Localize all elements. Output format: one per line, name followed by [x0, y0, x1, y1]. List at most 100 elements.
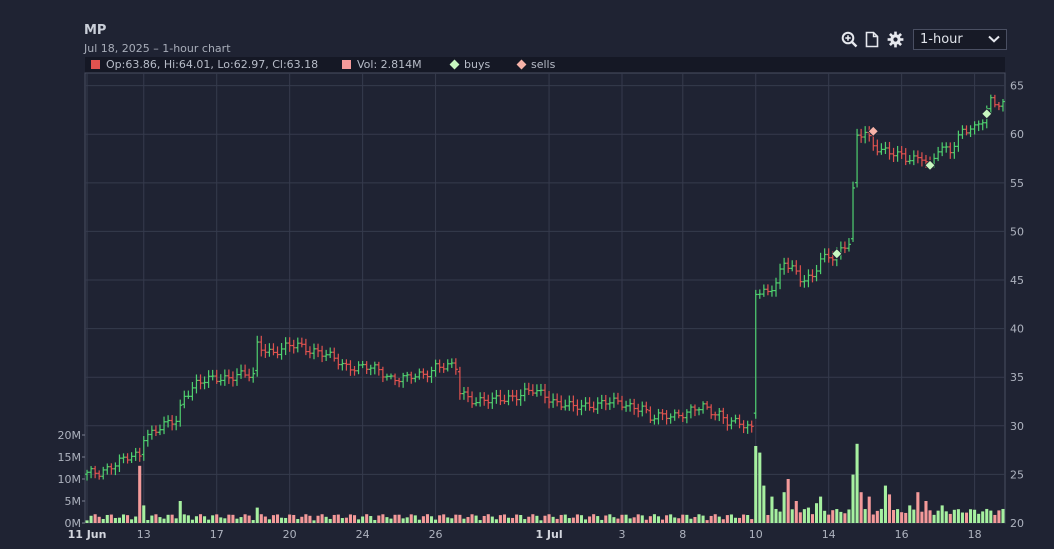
legend-sells[interactable]: sells	[516, 58, 555, 71]
volume-bar	[515, 514, 519, 523]
volume-bar	[908, 505, 912, 523]
volume-bar	[981, 511, 985, 523]
volume-bar	[936, 510, 940, 523]
volume-bar	[247, 515, 251, 523]
volume-bar	[519, 514, 523, 523]
volume-bar	[190, 519, 194, 523]
volume-bar	[409, 514, 413, 523]
volume-bar	[762, 485, 766, 523]
volume-bar	[328, 518, 332, 523]
volume-bar	[219, 517, 223, 523]
volume-bar	[470, 514, 474, 523]
volume-bar	[506, 517, 511, 523]
volume-bar	[101, 518, 105, 523]
price-tick-label: 65	[1010, 80, 1024, 93]
volume-bar	[369, 516, 373, 523]
volume-bar	[450, 518, 454, 523]
legend-buys[interactable]: buys	[449, 58, 490, 71]
page-title: MP	[84, 23, 107, 38]
volume-bar	[389, 518, 393, 523]
volume-bar	[600, 519, 604, 523]
volume-bar	[948, 513, 952, 523]
time-tick-label: 26	[429, 528, 443, 541]
price-tick-label: 50	[1010, 225, 1024, 238]
volume-bar	[150, 515, 154, 523]
volume-bar	[211, 515, 215, 523]
volume-bar	[563, 514, 567, 523]
volume-bar	[259, 514, 263, 523]
volume-bar	[109, 514, 113, 523]
volume-bar	[713, 514, 717, 523]
volume-bar	[892, 509, 896, 523]
legend-ohlc-text: Op:63.86, Hi:64.01, Lo:62.97, Cl:63.18	[106, 58, 319, 71]
volume-bar	[401, 518, 405, 523]
volume-bar	[502, 514, 507, 523]
volume-bar	[746, 515, 750, 523]
volume-bar	[681, 514, 685, 523]
volume-bar	[478, 520, 482, 523]
volume-bar	[194, 516, 198, 523]
volume-swatch	[342, 60, 351, 69]
volume-bar	[596, 516, 600, 523]
time-tick-label: 13	[137, 528, 151, 541]
volume-bar	[373, 519, 377, 523]
volume-bar	[916, 492, 920, 523]
volume-bar	[531, 514, 535, 523]
volume-bar	[308, 515, 312, 523]
volume-bar	[794, 501, 798, 523]
volume-bar	[348, 514, 353, 523]
volume-bar	[879, 508, 883, 523]
time-tick-label: 1 Jul	[535, 528, 562, 541]
volume-bar	[365, 514, 369, 523]
volume-bar	[669, 514, 673, 523]
price-tick-label: 60	[1010, 128, 1024, 141]
volume-bar	[997, 510, 1001, 523]
volume-bar	[292, 514, 296, 523]
volume-bar	[709, 515, 713, 523]
volume-bar	[575, 514, 579, 523]
candlestick-series	[85, 94, 1005, 481]
volume-bar	[438, 515, 442, 523]
volume-bar	[815, 503, 819, 523]
volume-bar	[839, 511, 843, 523]
document-icon[interactable]	[863, 30, 881, 50]
buy-marker	[831, 248, 843, 260]
volume-bars	[85, 443, 1005, 523]
chart-axes: 20 25 30 35 40 45 50 55 60 65 11 Jun 13 17 20 24 26 1 Ju…	[58, 80, 1025, 541]
volume-bar	[304, 514, 308, 523]
volume-bar	[985, 508, 989, 523]
volume-bar	[490, 516, 494, 523]
volume-bar	[628, 518, 632, 523]
volume-tick-label: 5M	[65, 495, 82, 508]
volume-bar	[198, 514, 203, 523]
volume-bar	[604, 515, 608, 523]
zoom-in-icon[interactable]	[840, 30, 858, 50]
volume-bar	[559, 514, 563, 523]
volume-bar	[993, 514, 997, 523]
volume-bar	[442, 514, 446, 523]
volume-bar	[964, 512, 969, 523]
volume-bar	[790, 509, 794, 523]
volume-bar	[97, 516, 101, 523]
volume-bar	[284, 517, 288, 523]
gear-icon[interactable]	[886, 30, 904, 50]
volume-bar	[146, 520, 150, 523]
volume-bar	[344, 517, 348, 523]
volume-bar	[810, 514, 815, 523]
volume-bar	[656, 516, 661, 523]
price-tick-label: 20	[1010, 517, 1024, 530]
volume-bar	[579, 515, 584, 523]
volume-bar	[940, 505, 944, 523]
period-select[interactable]: 1-hour	[913, 29, 1007, 50]
volume-bar	[620, 514, 624, 523]
volume-bar	[239, 517, 243, 523]
time-tick-label: 18	[968, 528, 982, 541]
volume-bar	[956, 509, 960, 523]
volume-bar	[255, 507, 259, 523]
volume-bar	[685, 514, 689, 523]
volume-bar	[535, 515, 539, 523]
volume-bar	[969, 509, 973, 523]
volume-bar	[227, 514, 231, 523]
sell-marker	[867, 125, 879, 137]
